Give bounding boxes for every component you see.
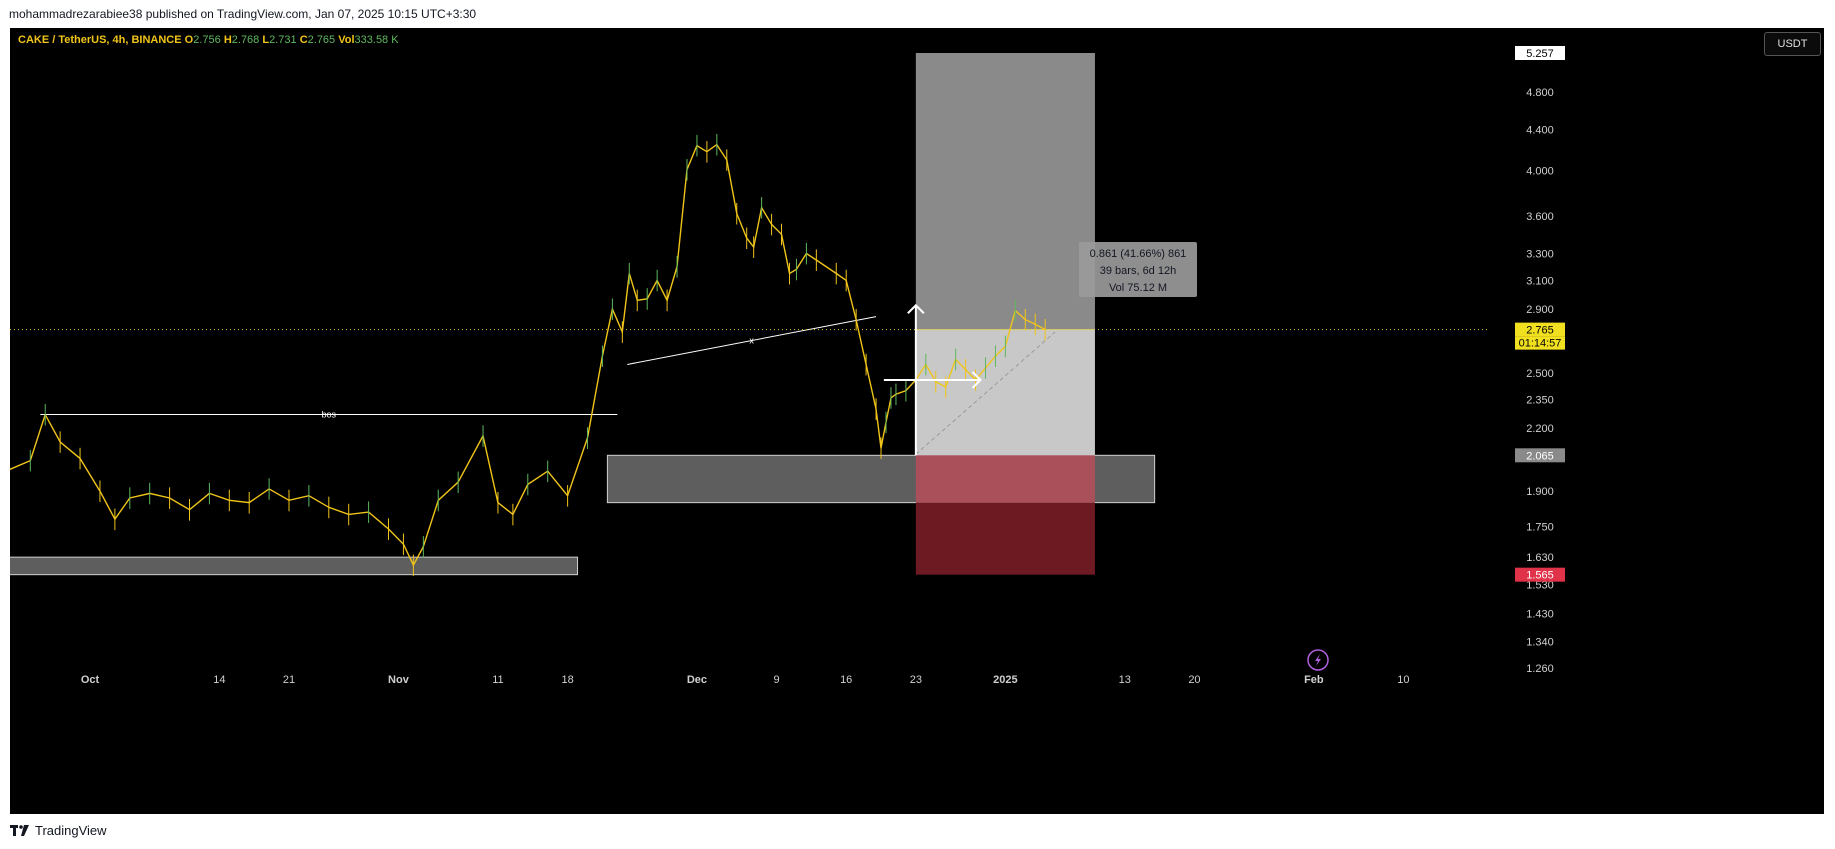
measure-tooltip-line3: Vol 75.12 M [1109,282,1167,294]
x-tick-label: 16 [840,674,852,686]
x-tick-label: 14 [213,674,225,686]
y-tick-label: 3.100 [1526,275,1554,287]
price-chart[interactable]: bos x 0.861 (41.66%) 861 39 bars, 6d 12h Vol… [10,28,1824,814]
tradingview-logo-icon [10,824,29,836]
y-tick-label: 2.900 [1526,304,1554,316]
supply-demand-zone [10,556,579,576]
x-tick-label: 10 [1397,674,1409,686]
y-tick-label: 2.200 [1526,423,1554,435]
open-value: 2.756 [193,34,221,46]
y-tick-label: 3.600 [1526,211,1554,223]
x-tick-label: 9 [773,674,779,686]
x-tick-label: Dec [687,674,707,686]
target-zone-upper [915,53,1095,330]
x-tick-label: Oct [81,674,100,686]
trend-line-label: x [749,336,754,346]
x-tick-label: Nov [388,674,410,686]
current-price-label-extra-bg [1515,336,1565,350]
measure-tooltip-line1: 0.861 (41.66%) 861 [1090,248,1187,260]
x-tick-label: 11 [492,674,503,686]
current-price-label: 2.765 [1526,325,1554,337]
published-info: mohammadrezarabiee38 published on Tradin… [9,7,477,21]
low-label: L [262,34,270,46]
x-tick-label: 18 [561,674,573,686]
high-label: H [223,34,232,46]
x-tick-label: Feb [1304,674,1324,686]
stop-price-label-bg [1515,567,1565,582]
y-tick-label: 4.800 [1526,87,1554,99]
y-tick-label: 2.350 [1526,395,1554,407]
x-tick-label: 2025 [993,674,1017,686]
high-value: 2.768 [231,34,260,46]
measure-up-arrow [907,303,925,314]
y-tick-label: 4.400 [1526,125,1554,137]
y-tick-label: 4.000 [1526,166,1554,178]
y-tick-label: 1.530 [1526,579,1554,591]
measure-right-arrow [971,371,982,389]
top-bar: mohammadrezarabiee38 published on Tradin… [0,0,1835,28]
brand: TradingView [10,823,107,838]
top-price-label: 5.257 [1526,48,1554,60]
entry-price-label-bg [1515,448,1565,463]
y-tick-label: 1.260 [1526,663,1554,675]
measure-tooltip-line2: 39 bars, 6d 12h [1100,265,1176,277]
y-tick-label: 1.630 [1526,552,1554,564]
chart-legend: CAKE / TetherUS, 4h, BINANCE O2.756 H2.7… [18,34,399,46]
stop-zone [915,502,1095,575]
x-tick-label: 20 [1188,674,1200,686]
lightning-icon[interactable] [1307,649,1329,671]
low-value: 2.731 [269,34,297,46]
current-price-label-extra: 01:14:57 [1519,338,1562,350]
stop-price-label: 1.565 [1526,570,1554,582]
current-price-label-bg [1515,322,1565,337]
x-tick-label: 21 [283,674,295,686]
x-tick-label: 13 [1119,674,1131,686]
footer: TradingView [0,814,1835,849]
symbol-title: CAKE / TetherUS, 4h, BINANCE [18,34,182,46]
chart-area[interactable]: bos x 0.861 (41.66%) 861 39 bars, 6d 12h Vol… [10,28,1824,814]
currency-selector[interactable]: USDT [1764,32,1821,56]
x-tick-label: 23 [910,674,922,686]
lightning-bolt [1315,654,1321,666]
open-label: O [184,34,194,46]
top-price-label-bg [1515,46,1565,60]
y-tick-label: 1.340 [1526,636,1554,648]
close-label: C [299,34,308,46]
volume-label: Vol [338,34,355,46]
y-tick-label: 2.500 [1526,368,1554,380]
volume-value: 333.58 K [354,34,399,46]
stop-zone-overlap [915,455,1095,503]
y-tick-label: 3.300 [1526,248,1554,260]
brand-name: TradingView [35,823,107,838]
trend-line [627,316,877,365]
close-value: 2.765 [307,34,336,46]
y-tick-label: 1.430 [1526,609,1554,621]
y-tick-label: 1.900 [1526,486,1554,498]
measure-tooltip [1079,242,1197,297]
bos-label: bos [322,410,337,420]
dashed-trend-line [915,331,1056,455]
entry-price-label: 2.065 [1526,450,1554,462]
y-tick-label: 1.750 [1526,522,1554,534]
